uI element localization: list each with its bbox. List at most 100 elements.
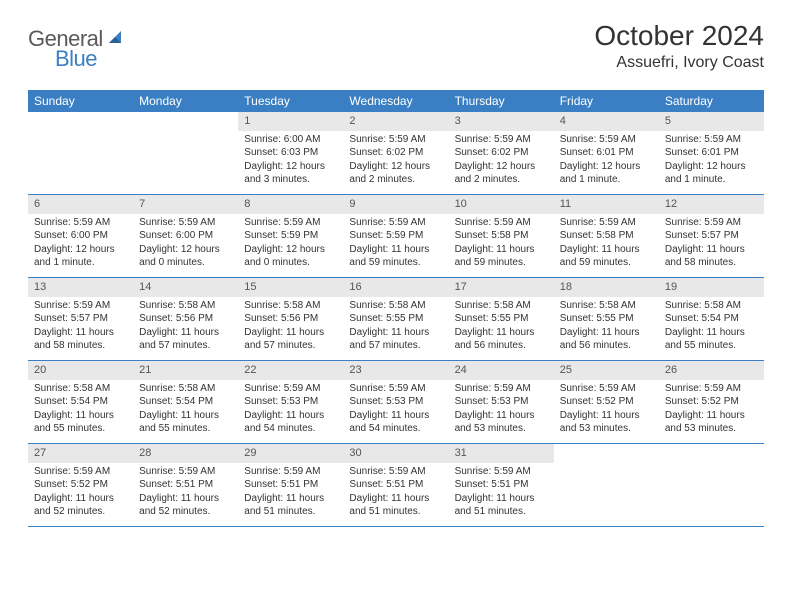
sunrise-text: Sunrise: 5:58 AM [34, 382, 127, 396]
day-number: 5 [659, 112, 764, 131]
sunset-text: Sunset: 5:55 PM [455, 312, 548, 326]
sunset-text: Sunset: 5:54 PM [139, 395, 232, 409]
sunset-text: Sunset: 5:53 PM [244, 395, 337, 409]
day-number: 23 [343, 361, 448, 380]
day-number: 7 [133, 195, 238, 214]
day-cell: 10Sunrise: 5:59 AMSunset: 5:58 PMDayligh… [449, 195, 554, 277]
sunrise-text: Sunrise: 5:59 AM [560, 382, 653, 396]
week-row: 20Sunrise: 5:58 AMSunset: 5:54 PMDayligh… [28, 361, 764, 444]
day-number: 17 [449, 278, 554, 297]
day-cell: 23Sunrise: 5:59 AMSunset: 5:53 PMDayligh… [343, 361, 448, 443]
title-block: October 2024 Assuefri, Ivory Coast [594, 20, 764, 72]
day-cell: 9Sunrise: 5:59 AMSunset: 5:59 PMDaylight… [343, 195, 448, 277]
daylight-text: Daylight: 11 hours and 59 minutes. [560, 243, 653, 270]
day-cell: 14Sunrise: 5:58 AMSunset: 5:56 PMDayligh… [133, 278, 238, 360]
sunrise-text: Sunrise: 5:59 AM [665, 133, 758, 147]
logo-text-2: Blue [55, 46, 97, 71]
day-number: 18 [554, 278, 659, 297]
daylight-text: Daylight: 11 hours and 51 minutes. [244, 492, 337, 519]
day-cell [133, 112, 238, 194]
sunrise-text: Sunrise: 5:59 AM [665, 382, 758, 396]
day-cell [659, 444, 764, 526]
day-content: Sunrise: 5:59 AMSunset: 5:58 PMDaylight:… [554, 214, 659, 274]
day-cell: 26Sunrise: 5:59 AMSunset: 5:52 PMDayligh… [659, 361, 764, 443]
day-number: 16 [343, 278, 448, 297]
sunset-text: Sunset: 5:51 PM [139, 478, 232, 492]
sunset-text: Sunset: 6:01 PM [665, 146, 758, 160]
day-cell: 19Sunrise: 5:58 AMSunset: 5:54 PMDayligh… [659, 278, 764, 360]
day-cell: 29Sunrise: 5:59 AMSunset: 5:51 PMDayligh… [238, 444, 343, 526]
daylight-text: Daylight: 11 hours and 57 minutes. [139, 326, 232, 353]
sunrise-text: Sunrise: 5:58 AM [560, 299, 653, 313]
sunrise-text: Sunrise: 5:58 AM [665, 299, 758, 313]
day-content: Sunrise: 5:59 AMSunset: 5:51 PMDaylight:… [343, 463, 448, 523]
day-number: 28 [133, 444, 238, 463]
daylight-text: Daylight: 11 hours and 59 minutes. [455, 243, 548, 270]
sunrise-text: Sunrise: 5:59 AM [34, 465, 127, 479]
sunrise-text: Sunrise: 5:58 AM [455, 299, 548, 313]
sunset-text: Sunset: 5:52 PM [34, 478, 127, 492]
day-content: Sunrise: 5:59 AMSunset: 5:53 PMDaylight:… [449, 380, 554, 440]
day-content: Sunrise: 5:58 AMSunset: 5:54 PMDaylight:… [659, 297, 764, 357]
calendar-grid: Sunday Monday Tuesday Wednesday Thursday… [28, 90, 764, 527]
day-cell: 7Sunrise: 5:59 AMSunset: 6:00 PMDaylight… [133, 195, 238, 277]
weeks-container: 1Sunrise: 6:00 AMSunset: 6:03 PMDaylight… [28, 112, 764, 527]
day-cell [554, 444, 659, 526]
day-number: 20 [28, 361, 133, 380]
day-number: 29 [238, 444, 343, 463]
sunrise-text: Sunrise: 5:59 AM [560, 216, 653, 230]
daylight-text: Daylight: 11 hours and 51 minutes. [455, 492, 548, 519]
sunset-text: Sunset: 6:02 PM [455, 146, 548, 160]
sunset-text: Sunset: 5:57 PM [34, 312, 127, 326]
sunset-text: Sunset: 5:52 PM [560, 395, 653, 409]
day-number: 22 [238, 361, 343, 380]
sunrise-text: Sunrise: 5:59 AM [455, 382, 548, 396]
daylight-text: Daylight: 12 hours and 2 minutes. [455, 160, 548, 187]
day-cell: 27Sunrise: 5:59 AMSunset: 5:52 PMDayligh… [28, 444, 133, 526]
day-number: 1 [238, 112, 343, 131]
day-content: Sunrise: 6:00 AMSunset: 6:03 PMDaylight:… [238, 131, 343, 191]
sunset-text: Sunset: 6:00 PM [34, 229, 127, 243]
sunrise-text: Sunrise: 5:59 AM [349, 216, 442, 230]
sunset-text: Sunset: 5:56 PM [139, 312, 232, 326]
sunset-text: Sunset: 5:53 PM [349, 395, 442, 409]
daylight-text: Daylight: 11 hours and 57 minutes. [244, 326, 337, 353]
sunset-text: Sunset: 5:55 PM [349, 312, 442, 326]
sunset-text: Sunset: 6:01 PM [560, 146, 653, 160]
day-content: Sunrise: 5:59 AMSunset: 5:52 PMDaylight:… [659, 380, 764, 440]
day-cell: 18Sunrise: 5:58 AMSunset: 5:55 PMDayligh… [554, 278, 659, 360]
day-cell: 30Sunrise: 5:59 AMSunset: 5:51 PMDayligh… [343, 444, 448, 526]
sunrise-text: Sunrise: 5:58 AM [139, 382, 232, 396]
day-content: Sunrise: 5:59 AMSunset: 5:51 PMDaylight:… [238, 463, 343, 523]
logo-text-2-wrap: Blue [55, 46, 97, 72]
day-cell: 8Sunrise: 5:59 AMSunset: 5:59 PMDaylight… [238, 195, 343, 277]
daylight-text: Daylight: 11 hours and 53 minutes. [665, 409, 758, 436]
sunset-text: Sunset: 6:02 PM [349, 146, 442, 160]
sunrise-text: Sunrise: 5:59 AM [244, 465, 337, 479]
day-number: 14 [133, 278, 238, 297]
sunrise-text: Sunrise: 5:59 AM [455, 216, 548, 230]
month-title: October 2024 [594, 20, 764, 52]
daylight-text: Daylight: 11 hours and 59 minutes. [349, 243, 442, 270]
sunset-text: Sunset: 5:52 PM [665, 395, 758, 409]
sunset-text: Sunset: 5:51 PM [455, 478, 548, 492]
week-row: 6Sunrise: 5:59 AMSunset: 6:00 PMDaylight… [28, 195, 764, 278]
day-cell: 25Sunrise: 5:59 AMSunset: 5:52 PMDayligh… [554, 361, 659, 443]
daylight-text: Daylight: 11 hours and 53 minutes. [560, 409, 653, 436]
daylight-text: Daylight: 12 hours and 1 minute. [560, 160, 653, 187]
day-content: Sunrise: 5:59 AMSunset: 5:57 PMDaylight:… [28, 297, 133, 357]
daylight-text: Daylight: 12 hours and 2 minutes. [349, 160, 442, 187]
day-number: 19 [659, 278, 764, 297]
weekday-header: Wednesday [343, 90, 448, 112]
sunset-text: Sunset: 5:51 PM [244, 478, 337, 492]
daylight-text: Daylight: 12 hours and 3 minutes. [244, 160, 337, 187]
day-content: Sunrise: 5:58 AMSunset: 5:56 PMDaylight:… [133, 297, 238, 357]
day-number: 10 [449, 195, 554, 214]
day-cell: 13Sunrise: 5:59 AMSunset: 5:57 PMDayligh… [28, 278, 133, 360]
day-number: 12 [659, 195, 764, 214]
daylight-text: Daylight: 12 hours and 1 minute. [34, 243, 127, 270]
daylight-text: Daylight: 11 hours and 58 minutes. [34, 326, 127, 353]
daylight-text: Daylight: 11 hours and 57 minutes. [349, 326, 442, 353]
sunset-text: Sunset: 5:57 PM [665, 229, 758, 243]
day-content: Sunrise: 5:59 AMSunset: 5:53 PMDaylight:… [238, 380, 343, 440]
